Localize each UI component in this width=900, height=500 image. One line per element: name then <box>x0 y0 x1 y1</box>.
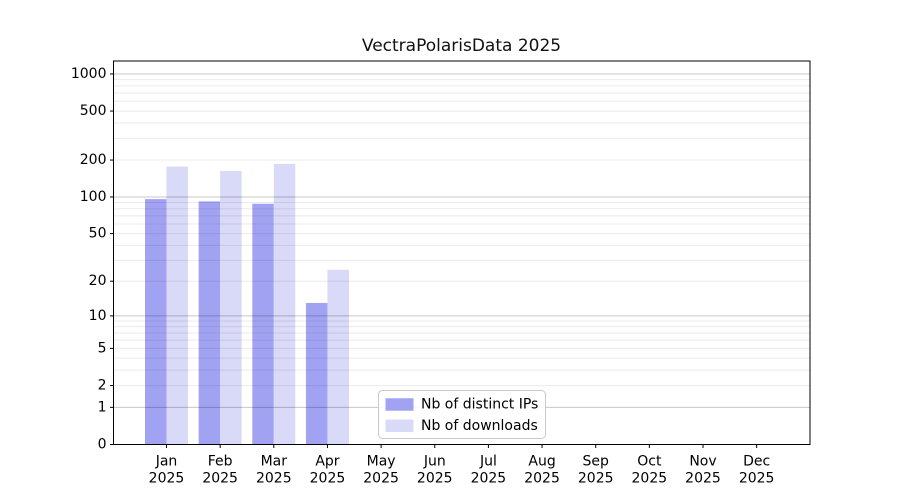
y-tick-label: 5 <box>98 340 107 356</box>
legend-label: Nb of downloads <box>421 418 538 434</box>
y-tick-label: 2 <box>98 378 107 394</box>
bar-distinct-ips <box>145 199 167 445</box>
bar-downloads <box>166 166 188 445</box>
x-tick-label-month: Jul <box>479 454 497 470</box>
y-tick-label: 1 <box>98 399 107 415</box>
legend-box <box>378 390 546 439</box>
y-tick-label: 100 <box>80 189 107 205</box>
x-tick-label-year: 2025 <box>310 471 346 487</box>
x-tick-label-year: 2025 <box>524 471 560 487</box>
bar-distinct-ips <box>305 302 328 445</box>
bar-distinct-ips <box>198 201 221 445</box>
x-tick-label-year: 2025 <box>149 471 185 487</box>
chart-title: VectraPolarisData 2025 <box>361 36 562 56</box>
x-tick-label-year: 2025 <box>739 471 775 487</box>
y-tick-label: 50 <box>89 226 107 242</box>
y-tick-label: 10 <box>89 308 107 324</box>
x-tick-label-year: 2025 <box>632 471 668 487</box>
x-tick-label-year: 2025 <box>471 471 507 487</box>
x-tick-label-year: 2025 <box>363 471 399 487</box>
x-tick-label-month: Jan <box>155 454 178 470</box>
x-tick-label-year: 2025 <box>256 471 292 487</box>
x-tick-label-month: Sep <box>583 454 610 470</box>
x-tick-label-month: May <box>367 454 396 470</box>
y-tick-label: 20 <box>89 273 107 289</box>
x-tick-label-month: Feb <box>208 454 233 470</box>
y-tick-label: 200 <box>80 152 107 168</box>
bar-downloads <box>273 163 296 445</box>
y-tick-label: 1000 <box>71 66 107 82</box>
x-tick-label-year: 2025 <box>578 471 614 487</box>
x-tick-label-year: 2025 <box>417 471 453 487</box>
x-tick-label-month: Mar <box>261 454 288 470</box>
x-tick-label-month: Jun <box>423 454 446 470</box>
y-tick-label: 500 <box>80 103 107 119</box>
legend-swatch-distinct-ips <box>385 398 414 411</box>
x-tick-label-year: 2025 <box>685 471 721 487</box>
bar-distinct-ips <box>252 203 274 445</box>
x-tick-label-month: Oct <box>637 454 662 470</box>
x-tick-label-month: Dec <box>743 454 770 470</box>
legend-label: Nb of distinct IPs <box>421 397 538 413</box>
x-tick-label-month: Aug <box>528 454 555 470</box>
axes-spines <box>113 60 811 445</box>
x-tick-label-month: Nov <box>689 454 716 470</box>
bar-downloads <box>327 269 349 445</box>
y-tick-label: 0 <box>98 437 107 453</box>
legend-swatch-downloads <box>385 419 414 433</box>
x-tick-label-month: Apr <box>315 454 339 470</box>
bar-downloads <box>220 170 242 445</box>
x-tick-label-year: 2025 <box>202 471 238 487</box>
